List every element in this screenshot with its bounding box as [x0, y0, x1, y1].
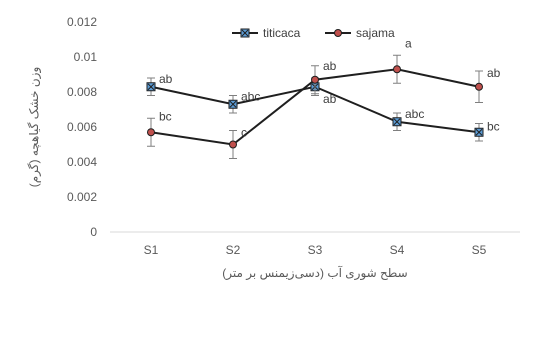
data-point	[311, 75, 319, 84]
x-axis-title: سطح شوری آب (دسی‌زیمنس بر متر)	[222, 265, 407, 281]
legend-item-sajama: sajama	[325, 26, 395, 40]
y-axis-ticks: 0 0.002 0.004 0.006 0.008 0.01 0.012	[67, 15, 97, 239]
series-layer	[146, 54, 484, 159]
y-tick-label: 0.006	[67, 120, 97, 134]
data-label: ab	[323, 92, 337, 106]
x-tick-label: S2	[226, 243, 241, 257]
legend-item-titicaca: titicaca	[232, 26, 301, 40]
series-sajama	[147, 54, 483, 159]
data-point	[147, 128, 155, 137]
data-point	[229, 140, 237, 149]
x-tick-label: S5	[472, 243, 487, 257]
data-point	[392, 117, 402, 127]
data-label: abc	[241, 89, 260, 103]
x-tick-label: S3	[308, 243, 323, 257]
data-label: abc	[405, 107, 424, 121]
data-point	[474, 127, 484, 137]
legend-label: sajama	[356, 26, 395, 40]
data-point	[475, 82, 483, 91]
legend: titicaca sajama	[232, 26, 395, 40]
data-label: ab	[159, 72, 173, 86]
data-label: bc	[159, 109, 172, 123]
x-tick-label: S1	[144, 243, 159, 257]
y-tick-label: 0	[90, 225, 97, 239]
legend-label: titicaca	[263, 26, 301, 40]
x-tick-label: S4	[390, 243, 405, 257]
y-tick-label: 0.012	[67, 15, 97, 29]
y-tick-label: 0.002	[67, 190, 97, 204]
y-tick-label: 0.01	[74, 50, 98, 64]
data-point	[146, 82, 156, 92]
data-label: c	[241, 126, 247, 140]
data-label: bc	[487, 119, 500, 133]
x-axis-ticks: S1 S2 S3 S4 S5	[144, 243, 487, 257]
data-label: ab	[487, 66, 501, 80]
data-label: a	[405, 36, 412, 50]
data-point	[228, 99, 238, 109]
y-axis-title: وزن خشک گیاهچه (گرم)	[27, 67, 42, 188]
data-labels: ab abc ab abc bc bc c ab a ab	[159, 36, 501, 139]
y-tick-label: 0.004	[67, 155, 97, 169]
data-point	[393, 65, 401, 74]
y-tick-label: 0.008	[67, 85, 97, 99]
legend-marker	[334, 29, 342, 37]
data-label: ab	[323, 59, 337, 73]
